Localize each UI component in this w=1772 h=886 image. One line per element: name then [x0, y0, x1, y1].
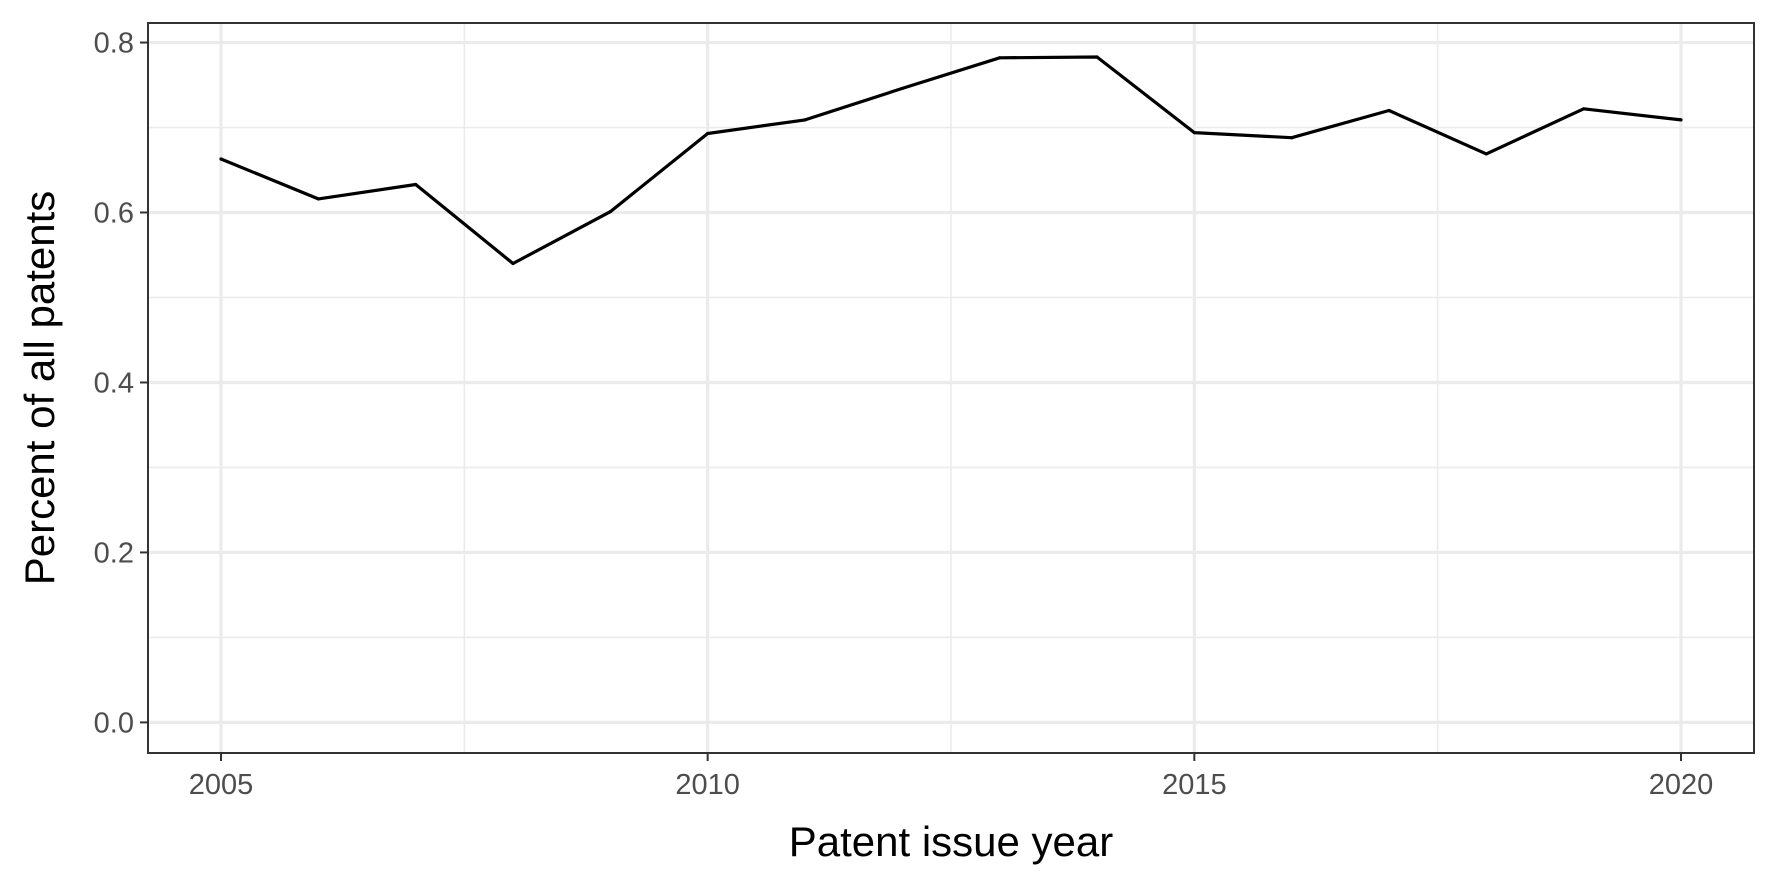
y-tick-label: 0.2	[94, 537, 134, 569]
data-point	[1290, 136, 1294, 140]
data-point	[414, 182, 418, 187]
data-point	[1484, 152, 1488, 156]
y-axis: 0.0 0.2 0.4 0.6 0.8	[94, 28, 148, 739]
data-point	[316, 197, 320, 201]
data-point	[1192, 131, 1196, 135]
y-axis-title: Percent of all patents	[16, 191, 63, 586]
y-tick-label: 0.4	[94, 367, 134, 399]
x-axis: 2005 2010 2015 2020	[189, 753, 1714, 801]
x-tick-label: 2015	[1162, 769, 1227, 801]
x-axis-title: Patent issue year	[789, 818, 1114, 865]
series-layer	[219, 55, 1683, 266]
x-tick-label: 2010	[675, 769, 740, 801]
y-tick-label: 0.6	[94, 198, 134, 230]
panel-border	[147, 22, 1755, 754]
x-tick-label: 2005	[189, 769, 254, 801]
data-point	[803, 118, 807, 122]
data-point	[1582, 107, 1586, 111]
data-point	[706, 131, 710, 136]
data-point	[1679, 118, 1683, 122]
major-gridlines	[148, 23, 1754, 753]
data-point	[219, 157, 223, 161]
minor-gridlines	[148, 23, 1754, 753]
data-point	[1095, 55, 1099, 59]
x-tick-label: 2020	[1649, 769, 1714, 801]
data-point	[998, 56, 1002, 60]
data-point	[608, 210, 612, 214]
y-tick-label: 0.8	[94, 28, 134, 60]
data-point	[1387, 108, 1391, 113]
y-tick-label: 0.0	[94, 707, 134, 739]
series-line	[220, 55, 1682, 266]
data-point	[511, 261, 515, 266]
data-point	[900, 86, 904, 91]
